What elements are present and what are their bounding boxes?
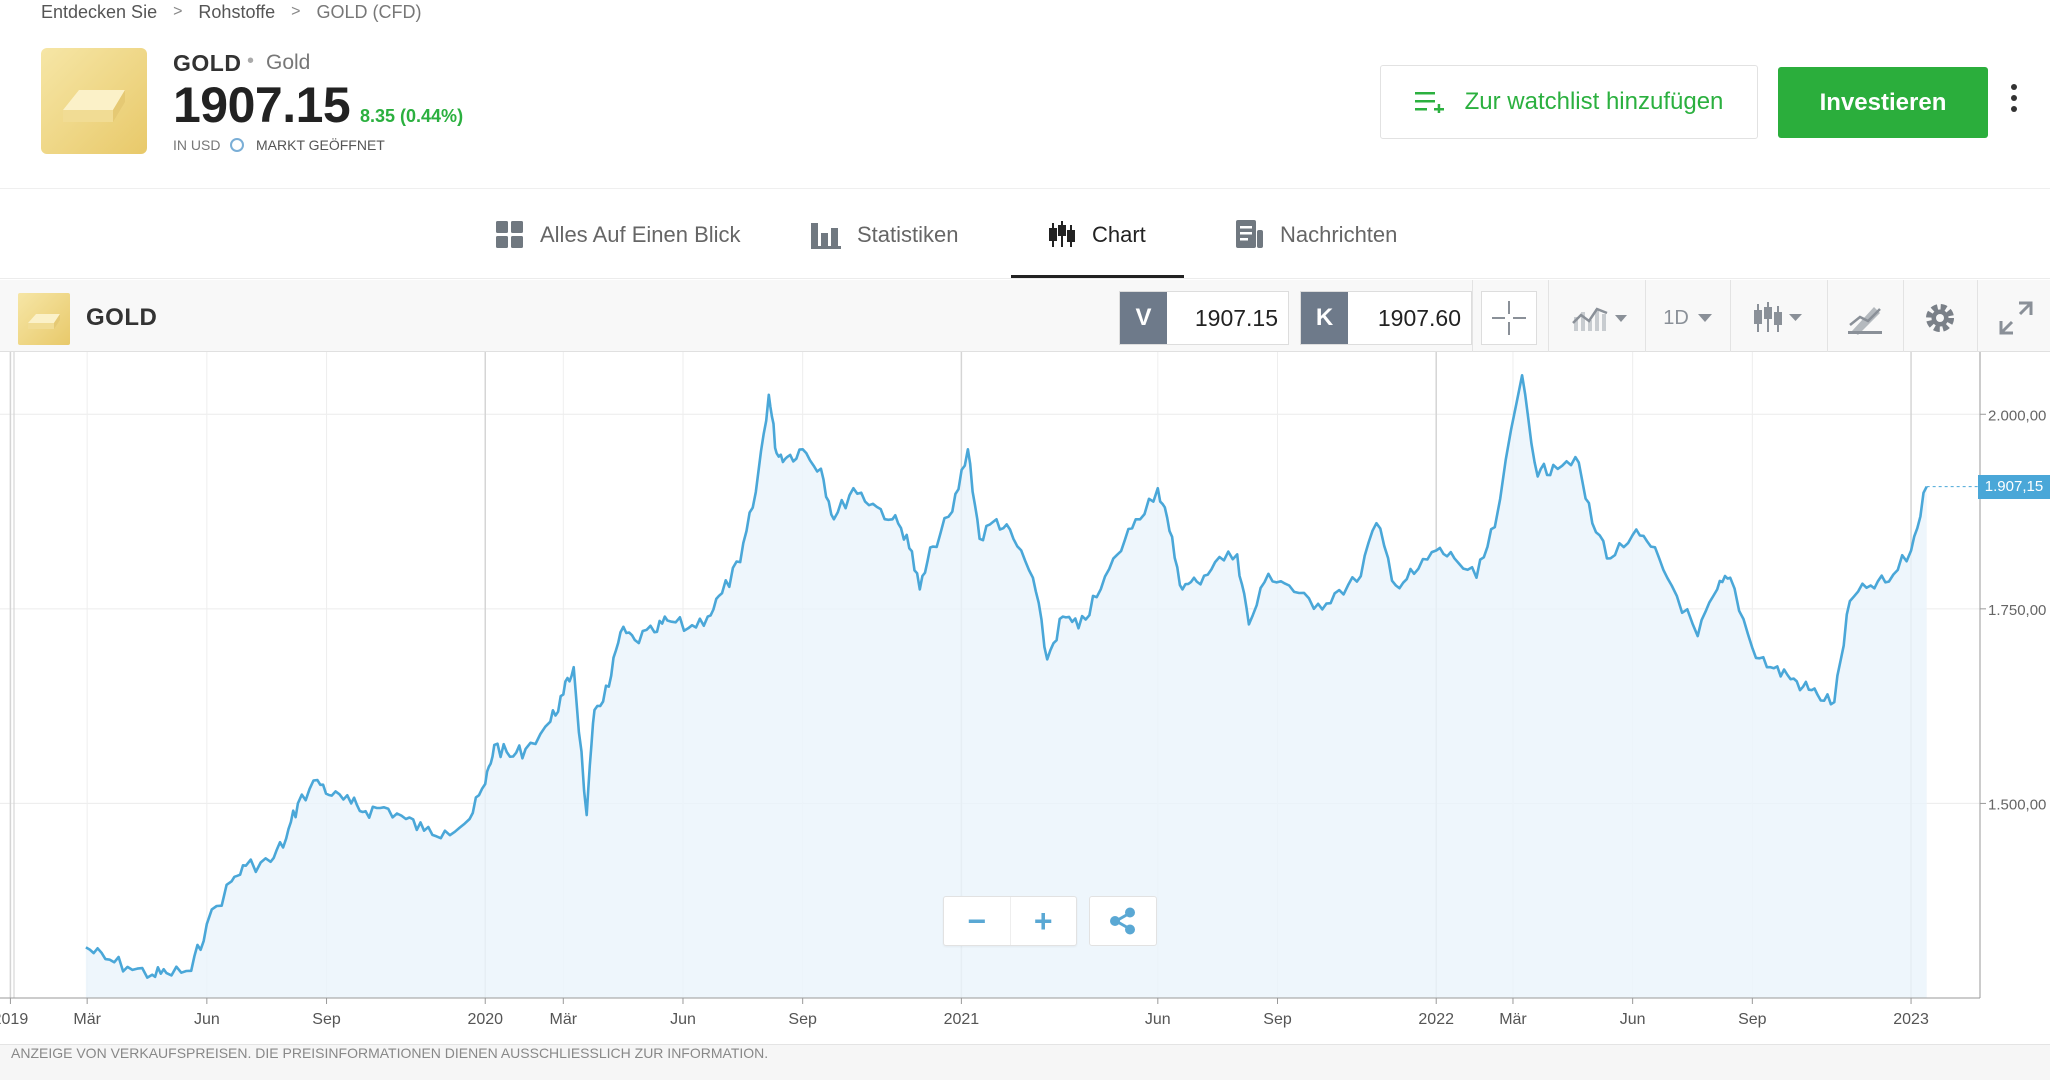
x-tick-label: Jun <box>194 1011 220 1028</box>
chevron-down-icon <box>1697 314 1712 322</box>
x-tick-label: Sep <box>788 1011 817 1028</box>
zoom-controls: − + <box>943 896 1077 946</box>
disclaimer-text: ANZEIGE VON VERKAUFSPREISEN. DIE PREISIN… <box>11 1045 769 1061</box>
x-tick-label: Jun <box>1620 1011 1646 1028</box>
interval-select[interactable]: 1D <box>1652 291 1724 345</box>
candlestick-type-icon <box>1754 302 1802 332</box>
breadcrumb: Entdecken Sie > Rohstoffe > GOLD (CFD) <box>41 0 422 24</box>
breadcrumb-item-commodities[interactable]: Rohstoffe <box>198 1 276 22</box>
chart-type-button[interactable] <box>1740 291 1816 345</box>
x-tick-label: 2022 <box>1418 1011 1454 1028</box>
compare-button[interactable] <box>1560 291 1640 345</box>
price-area <box>85 375 1927 998</box>
gold-bar-icon <box>18 293 70 345</box>
x-tick-label: Mär <box>73 1011 101 1028</box>
divider <box>0 188 2050 189</box>
drawing-tools-button[interactable] <box>1838 291 1894 345</box>
x-tick-label: Mär <box>550 1011 578 1028</box>
x-tick-label: Sep <box>1738 1011 1767 1028</box>
last-price-tag: 1.907,15 <box>1978 474 2050 499</box>
x-tick-label: 2023 <box>1893 1011 1929 1028</box>
x-axis: 2019 Mär Jun Sep 2020 Mär Jun Sep 2021 Jun Sep 2022… <box>0 997 1980 1028</box>
tab-news[interactable]: Nachrichten <box>1236 214 1397 256</box>
sell-label: V <box>1120 292 1167 344</box>
tab-statistics[interactable]: Statistiken <box>811 214 959 256</box>
clock-icon <box>230 138 244 152</box>
fullscreen-icon <box>1999 301 2033 335</box>
buy-price: 1907.60 <box>1377 304 1461 331</box>
drawing-icon <box>1848 307 1882 335</box>
more-options-icon[interactable] <box>2008 84 2020 124</box>
chevron-right-icon: > <box>173 3 183 20</box>
market-status: MARKT GEÖFFNET <box>256 137 385 153</box>
tab-label: Chart <box>1092 222 1146 247</box>
settings-button[interactable] <box>1912 291 1968 345</box>
zoom-in-button[interactable]: + <box>1033 902 1053 939</box>
x-tick-label: Sep <box>1263 1011 1292 1028</box>
sell-price: 1907.15 <box>1194 304 1278 331</box>
sell-price-box[interactable]: V 1907.15 <box>1119 291 1289 345</box>
asset-name: Gold <box>266 51 311 74</box>
asset-price: 1907.15 <box>173 77 351 133</box>
buy-price-box[interactable]: K 1907.60 <box>1300 291 1472 345</box>
share-icon <box>1110 907 1135 935</box>
compare-icon <box>1572 307 1627 331</box>
tab-chart[interactable]: Chart <box>1048 214 1146 256</box>
separator-dot: • <box>247 50 255 72</box>
fullscreen-button[interactable] <box>1988 291 2044 345</box>
x-tick-label: 2020 <box>467 1011 503 1028</box>
y-tick-label: 1.750,00 <box>1988 602 2046 619</box>
y-tick-label: 1.500,00 <box>1988 796 2046 813</box>
toolbar-separator <box>1472 280 1473 352</box>
grid-icon <box>496 221 523 248</box>
watchlist-label: Zur watchlist hinzufügen <box>1464 88 1724 115</box>
active-tab-indicator <box>1011 275 1184 278</box>
price-line <box>85 374 1928 979</box>
breadcrumb-item-explore[interactable]: Entdecken Sie <box>41 1 158 22</box>
news-icon <box>1236 220 1263 248</box>
zoom-out-button[interactable]: − <box>944 897 1011 945</box>
toolbar-separator <box>1977 280 1978 352</box>
asset-currency: IN USD <box>173 137 221 153</box>
x-tick-label: Sep <box>312 1011 341 1028</box>
chart-symbol: GOLD <box>86 304 158 331</box>
add-to-watchlist-button[interactable]: Zur watchlist hinzufügen <box>1380 65 1758 139</box>
tab-overview[interactable]: Alles Auf Einen Blick <box>496 214 741 256</box>
asset-change: 8.35 (0.44%) <box>360 106 464 126</box>
x-tick-label: Jun <box>670 1011 696 1028</box>
y-axis: 2.000,00 1.750,00 1.500,00 <box>1979 352 2046 998</box>
asset-symbol: GOLD <box>173 50 242 76</box>
tab-label: Statistiken <box>857 222 959 247</box>
breadcrumb-item-current: GOLD (CFD) <box>316 1 422 22</box>
crosshair-button[interactable] <box>1481 291 1537 345</box>
x-tick-label: Jun <box>1145 1011 1171 1028</box>
chevron-right-icon: > <box>291 3 301 20</box>
x-tick-label: 2019 <box>0 1011 28 1028</box>
price-chart[interactable]: 2019 Mär Jun Sep 2020 Mär Jun Sep 2021 Jun Sep 2022… <box>0 352 2050 1044</box>
bar-chart-icon <box>811 223 841 249</box>
chart-footer <box>0 1044 2050 1080</box>
tab-label: Alles Auf Einen Blick <box>540 222 741 247</box>
crosshair-icon <box>1492 301 1526 335</box>
toolbar-separator <box>1903 280 1904 352</box>
toolbar-separator <box>1548 280 1549 352</box>
y-tick-label: 2.000,00 <box>1988 407 2046 424</box>
gold-bar-icon <box>41 48 147 154</box>
interval-label: 1D <box>1663 306 1689 329</box>
toolbar-separator <box>1827 280 1828 352</box>
invest-button[interactable]: Investieren <box>1778 67 1988 138</box>
toolbar-separator <box>1645 280 1646 352</box>
share-button[interactable] <box>1089 896 1157 946</box>
divider <box>0 278 2050 279</box>
candlestick-icon <box>1049 221 1075 247</box>
settings-icon <box>1926 304 1954 332</box>
x-tick-label: 2021 <box>944 1011 980 1028</box>
buy-label: K <box>1301 292 1348 344</box>
watchlist-add-icon <box>1414 92 1444 113</box>
tab-label: Nachrichten <box>1280 222 1398 247</box>
x-tick-label: Mär <box>1499 1011 1527 1028</box>
toolbar-separator <box>1730 280 1731 352</box>
